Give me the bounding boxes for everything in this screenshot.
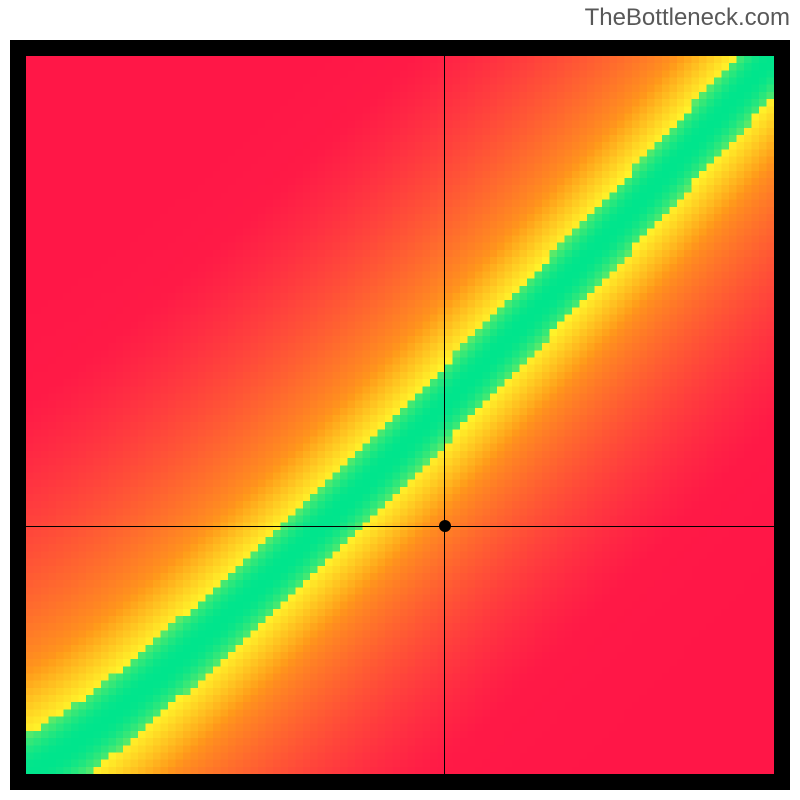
- crosshair-vertical: [444, 56, 445, 774]
- chart-container: { "attribution": "TheBottleneck.com", "a…: [0, 0, 800, 800]
- crosshair-horizontal: [26, 526, 774, 527]
- attribution-text: TheBottleneck.com: [585, 4, 790, 32]
- heatmap-canvas: [26, 56, 774, 774]
